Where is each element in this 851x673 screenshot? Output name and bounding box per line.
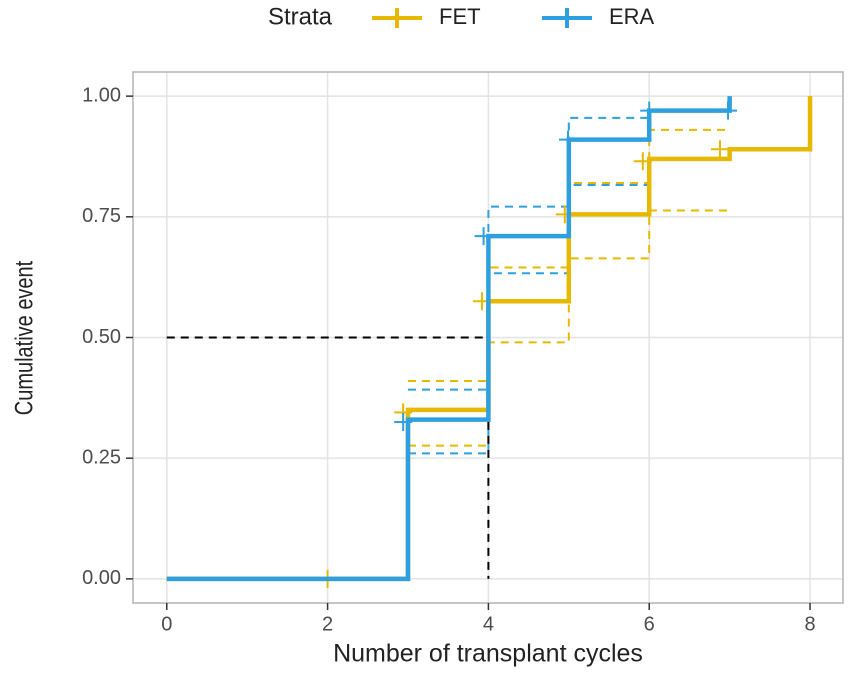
y-tick-label: 0.25 <box>82 446 121 468</box>
x-axis-label: Number of transplant cycles <box>333 640 643 668</box>
legend-key <box>542 8 592 28</box>
censor-mark <box>474 227 493 246</box>
censor-mark <box>719 101 738 120</box>
censor-mark <box>640 101 659 120</box>
legend-label: ERA <box>609 4 655 29</box>
step-line <box>166 96 732 582</box>
ci-line <box>407 183 650 455</box>
x-tick-label: 0 <box>161 613 172 635</box>
legend-label: FET <box>439 4 481 29</box>
censor-mark <box>394 412 413 431</box>
x-tick-label: 8 <box>804 613 815 635</box>
y-axis-label: Cumulative event <box>11 260 39 415</box>
x-tick-label: 4 <box>483 613 494 635</box>
legend-key <box>372 8 422 28</box>
censor-mark <box>633 152 652 171</box>
censor-mark <box>710 140 729 159</box>
ci-line <box>407 209 730 447</box>
legend-title: Strata <box>268 3 333 30</box>
y-tick-label: 0.75 <box>82 205 121 227</box>
median-line <box>166 336 490 579</box>
x-tick-label: 2 <box>322 613 333 635</box>
censor-mark <box>559 130 578 149</box>
x-tick-label: 6 <box>644 613 655 635</box>
y-tick-label: 0.50 <box>82 326 121 348</box>
y-tick-label: 0.00 <box>82 567 121 589</box>
y-tick-label: 1.00 <box>82 84 121 106</box>
